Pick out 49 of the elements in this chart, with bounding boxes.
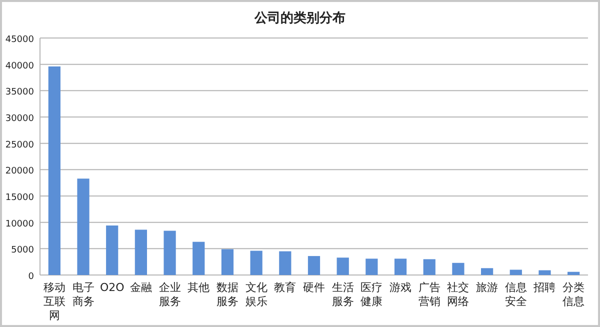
x-tick-label: 其他 bbox=[188, 281, 210, 294]
x-tick-label: 硬件 bbox=[303, 281, 325, 294]
chart-title: 公司的类别分布 bbox=[254, 11, 346, 26]
bar bbox=[164, 230, 176, 275]
bar bbox=[250, 250, 262, 275]
x-tick-label: 医疗健康 bbox=[360, 281, 383, 308]
x-tick-label: O2O bbox=[100, 281, 125, 294]
bar bbox=[452, 262, 464, 275]
bar bbox=[308, 256, 320, 275]
bar bbox=[538, 270, 551, 275]
x-tick-label: 电子商务 bbox=[72, 281, 94, 308]
bar bbox=[336, 258, 349, 275]
bar bbox=[192, 242, 205, 275]
bar bbox=[366, 258, 378, 275]
x-tick-label: 信息安全 bbox=[504, 281, 527, 308]
x-tick-label: 分类信息 bbox=[562, 281, 585, 308]
x-tick-label: 招聘 bbox=[532, 281, 556, 294]
bar bbox=[221, 249, 234, 275]
y-tick-label: 30000 bbox=[5, 114, 34, 124]
x-tick-label: 社交网络 bbox=[447, 281, 470, 308]
x-tick-label: 广告营销 bbox=[418, 281, 440, 308]
x-tick-label: 生活服务 bbox=[332, 281, 354, 308]
bar bbox=[568, 272, 580, 275]
bar bbox=[480, 268, 494, 275]
x-tick-label: 金融 bbox=[130, 281, 152, 294]
bar bbox=[510, 270, 522, 275]
bar bbox=[77, 178, 90, 275]
x-tick-label: 数据服务 bbox=[216, 281, 238, 308]
bar bbox=[279, 251, 292, 275]
bar bbox=[106, 225, 118, 275]
bar bbox=[423, 259, 436, 275]
x-tick-label: 企业服务 bbox=[158, 281, 181, 308]
bar bbox=[394, 258, 407, 275]
y-tick-label: 40000 bbox=[5, 61, 34, 72]
y-tick-label: 25000 bbox=[5, 140, 34, 150]
y-tick-label: 10000 bbox=[5, 219, 34, 230]
bar bbox=[48, 66, 60, 275]
y-tick-label: 45000 bbox=[5, 35, 34, 45]
x-tick-label: 游戏 bbox=[390, 281, 412, 294]
x-tick-label: 教育 bbox=[274, 281, 296, 294]
x-tick-label: 旅游 bbox=[476, 281, 498, 294]
bar bbox=[134, 230, 148, 275]
x-tick-label: 文化娱乐 bbox=[245, 281, 268, 308]
x-tick-label: 移动互联网 bbox=[43, 281, 66, 322]
y-tick-label: 15000 bbox=[5, 193, 34, 203]
y-tick-label: 35000 bbox=[5, 88, 34, 98]
y-tick-label: 20000 bbox=[5, 166, 34, 177]
y-tick-label: 5000 bbox=[11, 246, 34, 256]
y-tick-label: 0 bbox=[28, 272, 34, 282]
